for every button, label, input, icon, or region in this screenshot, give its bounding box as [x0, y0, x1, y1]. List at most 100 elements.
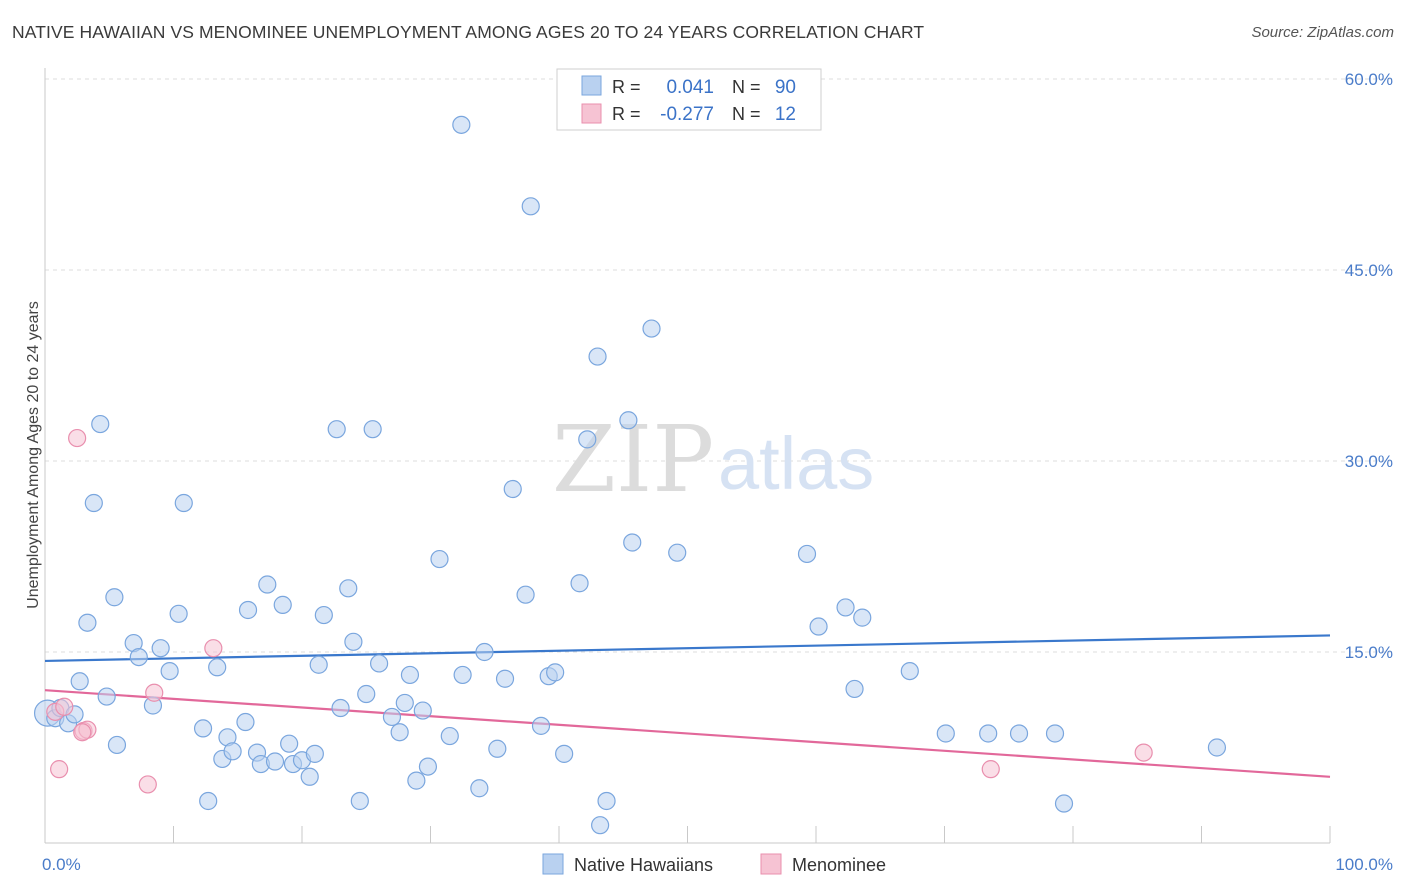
point-native-hawaiians-42 — [344, 632, 363, 651]
point-native-hawaiians-35 — [300, 767, 319, 786]
point-native-hawaiians-70 — [578, 430, 597, 449]
point-native-hawaiians-7 — [84, 493, 103, 513]
point-menominee-9 — [1134, 743, 1153, 762]
point-menominee-10 — [55, 697, 74, 716]
point-native-hawaiians-69 — [570, 574, 589, 593]
point-native-hawaiians-44 — [357, 684, 376, 704]
point-native-hawaiians-29 — [258, 575, 277, 594]
y-tick-label-3: 60.0% — [1345, 70, 1393, 89]
point-native-hawaiians-19 — [193, 719, 213, 738]
point-native-hawaiians-31 — [273, 595, 292, 614]
point-menominee-11 — [73, 723, 92, 742]
point-native-hawaiians-78 — [797, 544, 817, 564]
x-tick-label-0: 0.0% — [42, 855, 81, 874]
point-native-hawaiians-41 — [339, 579, 358, 598]
legend-r-label-2: R = — [612, 104, 641, 124]
series-legend: Native Hawaiians Menominee — [542, 853, 886, 875]
stats-legend: R = 0.041 N = 90 R = -0.277 N = 12 — [556, 68, 822, 131]
point-native-hawaiians-10 — [105, 588, 124, 607]
legend-r-label-1: R = — [612, 77, 641, 97]
y-tick-label-0: 15.0% — [1345, 643, 1393, 662]
point-native-hawaiians-24 — [223, 742, 242, 761]
point-native-hawaiians-25 — [236, 712, 255, 732]
point-native-hawaiians-46 — [370, 654, 389, 673]
point-native-hawaiians-55 — [440, 726, 459, 746]
point-native-hawaiians-11 — [107, 735, 127, 755]
series-legend-swatch-menominee — [760, 853, 782, 875]
point-native-hawaiians-85 — [979, 724, 998, 743]
point-native-hawaiians-59 — [475, 642, 494, 662]
point-native-hawaiians-40 — [331, 698, 350, 718]
grid-lines — [45, 78, 1392, 653]
series-legend-label-menominee: Menominee — [792, 855, 886, 875]
point-native-hawaiians-39 — [327, 420, 346, 439]
series-legend-swatch-native-hawaiians — [542, 853, 564, 875]
tick-labels: 15.0% 30.0% 45.0% 60.0% 0.0% 100.0% — [42, 70, 1393, 874]
point-native-hawaiians-87 — [1045, 724, 1065, 743]
point-native-hawaiians-5 — [70, 672, 89, 691]
point-native-hawaiians-73 — [597, 791, 616, 811]
point-native-hawaiians-16 — [160, 661, 179, 681]
point-menominee-2 — [68, 428, 87, 448]
watermark: ZIP atlas — [552, 406, 874, 513]
point-native-hawaiians-51 — [407, 771, 426, 790]
point-native-hawaiians-81 — [845, 679, 864, 699]
point-native-hawaiians-58 — [470, 779, 489, 798]
point-native-hawaiians-37 — [309, 655, 328, 674]
point-menominee-7 — [204, 639, 223, 658]
point-native-hawaiians-60 — [488, 739, 507, 758]
point-native-hawaiians-82 — [853, 608, 872, 627]
watermark-atlas: atlas — [718, 422, 874, 505]
point-native-hawaiians-13 — [129, 647, 148, 667]
point-menominee-1 — [50, 760, 69, 779]
point-native-hawaiians-9 — [97, 687, 116, 706]
point-native-hawaiians-30 — [265, 752, 285, 771]
point-native-hawaiians-61 — [495, 669, 515, 688]
trend-lines — [44, 634, 1331, 778]
x-tick-label-1: 100.0% — [1335, 855, 1393, 874]
y-tick-label-1: 30.0% — [1345, 452, 1393, 471]
point-native-hawaiians-65 — [531, 716, 551, 735]
legend-r-value-1: 0.041 — [666, 77, 714, 98]
point-native-hawaiians-38 — [314, 605, 333, 625]
point-native-hawaiians-63 — [516, 585, 535, 604]
point-menominee-5 — [138, 775, 157, 794]
point-native-hawaiians-67 — [546, 663, 565, 682]
point-native-hawaiians-50 — [400, 665, 420, 685]
point-native-hawaiians-62 — [503, 479, 522, 499]
point-native-hawaiians-75 — [623, 533, 642, 552]
point-native-hawaiians-84 — [936, 724, 955, 743]
legend-n-value-2: 12 — [775, 104, 796, 125]
point-native-hawaiians-43 — [350, 791, 369, 811]
point-native-hawaiians-32 — [280, 734, 299, 753]
legend-n-value-1: 90 — [775, 77, 796, 98]
y-axis-label: Unemployment Among Ages 20 to 24 years — [25, 301, 42, 609]
point-native-hawaiians-86 — [1009, 724, 1029, 743]
point-native-hawaiians-52 — [413, 701, 432, 720]
point-menominee-8 — [981, 760, 1000, 779]
y-tick-label-2: 45.0% — [1345, 261, 1393, 280]
point-native-hawaiians-79 — [809, 617, 828, 636]
point-native-hawaiians-76 — [642, 319, 661, 338]
legend-swatch-native-hawaiians — [581, 75, 602, 96]
point-native-hawaiians-21 — [208, 658, 227, 677]
point-native-hawaiians-17 — [169, 604, 188, 623]
point-native-hawaiians-88 — [1054, 794, 1074, 813]
trend-line-menominee — [44, 689, 1331, 778]
point-native-hawaiians-53 — [418, 757, 438, 776]
point-menominee-6 — [145, 683, 164, 702]
point-native-hawaiians-56 — [452, 115, 471, 134]
trend-line-native-hawaiians — [44, 634, 1331, 663]
point-native-hawaiians-74 — [619, 411, 638, 430]
point-native-hawaiians-8 — [91, 414, 110, 434]
point-native-hawaiians-45 — [363, 420, 382, 439]
point-native-hawaiians-72 — [591, 816, 610, 835]
point-native-hawaiians-68 — [555, 744, 574, 763]
point-native-hawaiians-15 — [151, 639, 170, 658]
series-legend-label-native-hawaiians: Native Hawaiians — [574, 855, 713, 875]
chart-title: NATIVE HAWAIIAN VS MENOMINEE UNEMPLOYMEN… — [12, 22, 925, 42]
point-native-hawaiians-64 — [521, 197, 540, 216]
chart-source: Source: ZipAtlas.com — [1251, 24, 1394, 41]
legend-swatch-menominee — [581, 103, 602, 124]
